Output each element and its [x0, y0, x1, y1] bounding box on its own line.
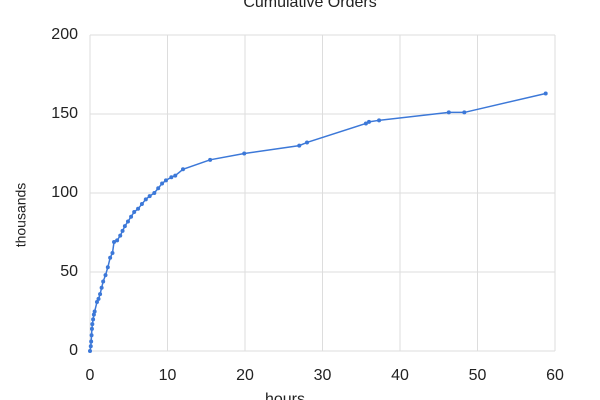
data-point	[132, 209, 137, 214]
data-point	[92, 309, 97, 314]
y-tick-label: 150	[51, 105, 78, 122]
data-point	[143, 197, 148, 202]
data-point	[101, 279, 106, 284]
data-point	[139, 202, 144, 207]
x-axis-label: hours	[265, 391, 305, 400]
data-point	[89, 339, 94, 344]
data-point	[160, 181, 165, 186]
y-tick-label: 0	[69, 342, 78, 359]
data-point	[108, 255, 113, 260]
data-point	[242, 151, 247, 156]
data-point	[91, 317, 96, 322]
data-point	[91, 312, 96, 317]
data-point	[125, 219, 130, 224]
data-point	[90, 322, 95, 327]
data-point	[105, 265, 110, 270]
data-point	[181, 167, 185, 172]
data-point	[163, 178, 168, 183]
y-axis-label: thousands	[13, 183, 29, 248]
data-point	[122, 224, 127, 229]
data-point	[96, 296, 101, 301]
data-point	[173, 173, 178, 178]
data-point	[88, 344, 93, 349]
data-point	[98, 292, 103, 297]
data-point	[118, 233, 123, 238]
chart-title: Cumulative Orders	[243, 0, 376, 11]
data-point	[136, 206, 141, 211]
x-tick-label: 60	[546, 367, 564, 384]
data-point	[377, 118, 382, 123]
data-point	[543, 91, 548, 96]
data-point	[89, 333, 94, 338]
x-tick-label: 40	[391, 367, 409, 384]
y-tick-label: 100	[51, 184, 78, 201]
data-point	[169, 175, 174, 180]
y-tick-label: 200	[51, 26, 78, 43]
x-tick-label: 0	[86, 367, 95, 384]
data-point	[156, 186, 161, 191]
y-tick-label: 50	[60, 263, 78, 280]
data-point	[367, 119, 371, 124]
data-point	[152, 191, 157, 195]
data-point	[88, 349, 92, 353]
data-point	[446, 110, 451, 115]
data-point	[99, 285, 104, 290]
data-point	[103, 273, 108, 278]
data-point	[305, 140, 309, 145]
data-point	[208, 157, 213, 162]
data-point	[94, 300, 99, 305]
data-point	[147, 194, 152, 199]
data-point	[112, 239, 117, 244]
data-point	[462, 110, 467, 115]
data-point	[297, 143, 302, 148]
data-point	[89, 326, 94, 331]
data-point	[120, 228, 125, 233]
data-point	[110, 251, 115, 256]
x-tick-label: 50	[469, 367, 487, 384]
data-point	[115, 238, 120, 243]
data-point	[363, 121, 368, 126]
x-tick-label: 30	[314, 367, 332, 384]
x-tick-label: 10	[159, 367, 177, 384]
data-point	[129, 214, 134, 219]
x-tick-label: 20	[236, 367, 254, 384]
